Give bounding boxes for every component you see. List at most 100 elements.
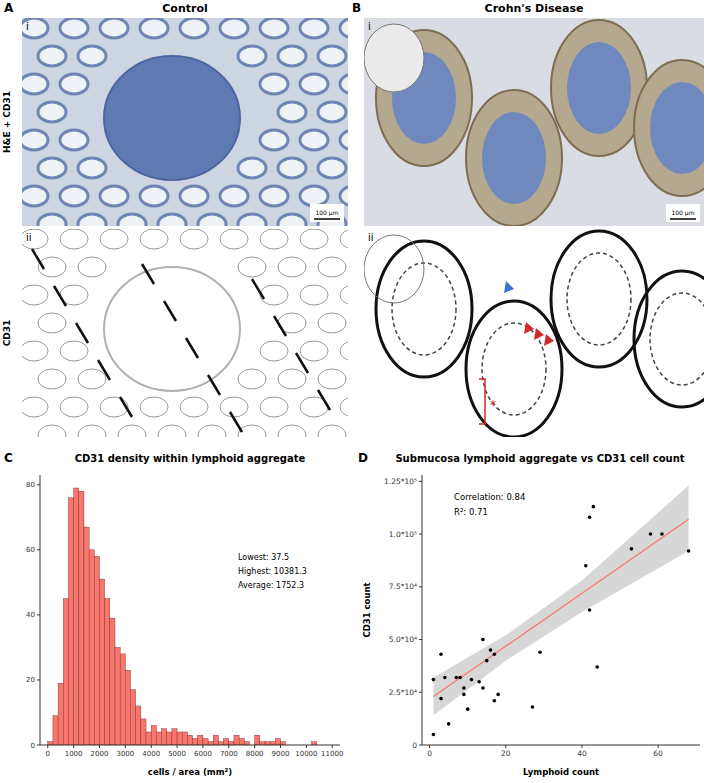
y-tick-label: 2.5*10⁴ (389, 688, 417, 697)
crypt (318, 369, 346, 389)
x-tick (177, 745, 178, 748)
crypt (278, 257, 306, 277)
y-tick-label: 7.5*10⁴ (389, 582, 417, 591)
crypt (118, 214, 146, 226)
x-tick (505, 745, 506, 748)
arrowhead (544, 334, 554, 346)
x-tick (280, 745, 281, 748)
point (595, 665, 599, 669)
crypt (300, 229, 328, 249)
x-axis-title: cells / area (mm²) (148, 767, 232, 777)
lymphoid-aggregate (650, 293, 704, 385)
vessel (142, 264, 154, 284)
crypt (60, 341, 88, 361)
panel-title: Crohn's Disease (485, 2, 584, 15)
x-tick-label: 20 (501, 749, 511, 758)
crypt (278, 369, 306, 389)
crypt (78, 425, 106, 437)
vessel (164, 301, 176, 321)
plot-area (432, 486, 691, 737)
crypt (100, 186, 128, 206)
crypt (78, 46, 106, 66)
crypt (340, 18, 348, 38)
crypt (38, 425, 66, 437)
point (489, 648, 493, 652)
point (485, 659, 489, 663)
y-tick (37, 484, 40, 485)
aggregate-rim (634, 271, 704, 407)
row-numeral: i (26, 21, 29, 32)
y-tick-label: 80 (26, 481, 35, 489)
bar (110, 618, 115, 745)
bar (120, 654, 125, 745)
crypt (220, 18, 248, 38)
crypt (278, 46, 306, 66)
crypt (100, 18, 128, 38)
bar (151, 725, 156, 745)
row-numeral: ii (368, 232, 374, 243)
vessel (76, 323, 88, 343)
crypt (260, 285, 288, 305)
x-tick (429, 745, 430, 748)
y-tick-label: 0 (412, 741, 417, 750)
scale-label: 100 µm (671, 209, 694, 217)
crypt (340, 229, 348, 249)
vessel (252, 279, 264, 299)
crypt (78, 158, 106, 178)
x-axis (40, 745, 340, 746)
bar (63, 599, 68, 745)
panel-letter: C (4, 451, 13, 465)
x-tick (47, 745, 48, 748)
crypt (300, 18, 328, 38)
crypt (340, 74, 348, 94)
point (649, 532, 653, 536)
micrograph (364, 229, 704, 437)
micrograph (22, 18, 348, 226)
bar (68, 498, 73, 745)
crypt (158, 425, 186, 437)
x-tick-label: 0 (46, 750, 50, 758)
crypt (260, 74, 288, 94)
bar (167, 732, 172, 745)
figure: AControlBCrohn's DiseaseH&E + CD31CD31i1… (0, 0, 709, 783)
x-tick-label: 2000 (91, 750, 109, 758)
x-tick (332, 745, 333, 748)
bar (115, 647, 120, 745)
crypt (220, 229, 248, 249)
lymphoid-aggregate (567, 253, 631, 345)
bar (105, 599, 110, 745)
lymphoid-aggregate (104, 267, 240, 391)
crypt (300, 186, 328, 206)
point (630, 547, 634, 551)
crypt (318, 102, 346, 122)
bar (156, 732, 161, 745)
panel-letter: A (4, 1, 14, 15)
crypt (238, 257, 266, 277)
x-tick (99, 745, 100, 748)
bar (182, 732, 187, 745)
crypt (220, 186, 248, 206)
vessel (230, 412, 242, 432)
bar (239, 738, 244, 745)
crypt (22, 186, 48, 206)
crypt (340, 341, 348, 361)
bar (53, 716, 58, 745)
crypt (100, 229, 128, 249)
vessel (364, 235, 424, 303)
bar (84, 527, 89, 745)
y-tick-label: 1.25*10⁵ (384, 477, 417, 486)
point (588, 515, 592, 519)
row-numeral: ii (26, 232, 32, 243)
x-tick (658, 745, 659, 748)
crypt (238, 46, 266, 66)
crypt (318, 158, 346, 178)
crypt (38, 158, 66, 178)
fit-line (433, 519, 688, 696)
y-tick (419, 481, 422, 482)
point (432, 678, 436, 682)
vessel (274, 316, 286, 336)
bar (193, 738, 198, 745)
crypt (180, 186, 208, 206)
arrowhead (534, 328, 544, 340)
crypt (22, 18, 48, 38)
